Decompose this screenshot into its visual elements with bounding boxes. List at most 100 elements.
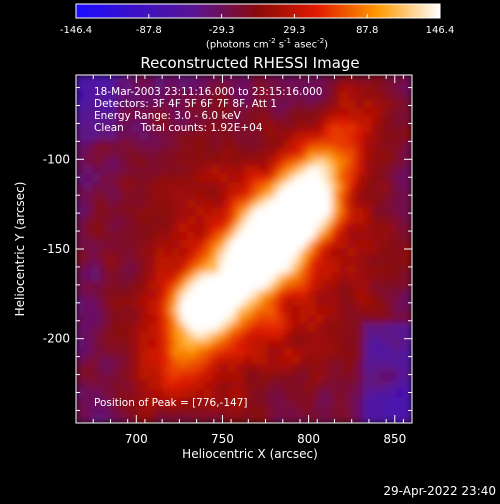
heatmap-cell (195, 91, 205, 101)
heatmap-cell (171, 331, 181, 341)
heatmap-cell (139, 289, 149, 300)
heatmap-cell (331, 389, 341, 399)
heatmap-cell (283, 149, 293, 159)
heatmap-cell (291, 75, 301, 84)
heatmap-cell (243, 190, 253, 200)
heatmap-cell (123, 314, 133, 325)
heatmap-cell (387, 405, 397, 416)
x-tick-label: 800 (297, 432, 320, 446)
heatmap-cell (275, 182, 285, 192)
heatmap-cell (235, 99, 245, 109)
heatmap-cell (171, 306, 181, 316)
heatmap-cell (99, 223, 109, 234)
heatmap-cell (347, 91, 357, 101)
heatmap-cell (115, 405, 125, 416)
heatmap-cell (347, 347, 357, 358)
heatmap-cell (347, 265, 357, 275)
heatmap-cell (139, 281, 149, 292)
heatmap-cell (76, 372, 85, 383)
heatmap-cell (83, 397, 93, 408)
heatmap-cell (251, 306, 261, 316)
heatmap-cell (331, 173, 341, 184)
heatmap-cell (267, 331, 277, 341)
heatmap-cell (379, 140, 389, 151)
heatmap-cell (291, 91, 301, 101)
heatmap-cell (267, 99, 277, 109)
heatmap-cell (339, 323, 349, 333)
heatmap-cell (76, 207, 85, 217)
heatmap-cell (243, 381, 253, 391)
heatmap-cell (163, 289, 173, 300)
heatmap-cell (76, 132, 85, 142)
heatmap-cell (331, 182, 341, 192)
heatmap-cell (371, 215, 381, 225)
heatmap-cell (243, 356, 253, 366)
heatmap-cell (307, 91, 317, 101)
heatmap-cell (379, 298, 389, 308)
heatmap-cell (347, 372, 357, 383)
heatmap-cell (83, 298, 93, 308)
heatmap-cell (115, 323, 125, 333)
heatmap-cell (315, 397, 325, 408)
heatmap-cell (227, 207, 237, 217)
heatmap-cell (355, 240, 365, 250)
heatmap-cell (403, 240, 412, 250)
heatmap-cell (251, 190, 261, 200)
heatmap-cell (267, 323, 277, 333)
heatmap-cell (339, 364, 349, 374)
heatmap-cell (267, 215, 277, 225)
heatmap-cell (403, 323, 412, 333)
heatmap-cell (123, 115, 133, 126)
heatmap-cell (179, 414, 189, 423)
heatmap-cell (219, 314, 229, 325)
heatmap-cell (107, 397, 117, 408)
heatmap-cell (147, 182, 157, 192)
heatmap-cell (403, 91, 412, 101)
heatmap-cell (251, 298, 261, 308)
heatmap-cell (251, 248, 261, 258)
heatmap-cell (299, 381, 309, 391)
heatmap-cell (179, 240, 189, 250)
heatmap-cell (259, 314, 269, 325)
heatmap-cell (147, 331, 157, 341)
heatmap-cell (227, 389, 237, 399)
heatmap-cell (203, 347, 213, 358)
heatmap-cell (267, 124, 277, 134)
heatmap-cell (307, 140, 317, 151)
heatmap-cell (115, 132, 125, 142)
heatmap-cell (387, 91, 397, 101)
heatmap-cell (179, 190, 189, 200)
heatmap-cell (147, 165, 157, 176)
heatmap-cell (267, 91, 277, 101)
heatmap (76, 75, 412, 423)
heatmap-cell (115, 381, 125, 391)
heatmap-cell (195, 397, 205, 408)
heatmap-cell (379, 314, 389, 325)
heatmap-cell (395, 115, 405, 126)
heatmap-cell (283, 347, 293, 358)
heatmap-cell (147, 273, 157, 283)
heatmap-cell (203, 314, 213, 325)
heatmap-cell (91, 298, 101, 308)
heatmap-cell (203, 364, 213, 374)
heatmap-cell (187, 323, 197, 333)
heatmap-cell (355, 149, 365, 159)
heatmap-cell (315, 107, 325, 118)
info-line-detectors: Detectors: 3F 4F 5F 6F 7F 8F, Att 1 (94, 98, 278, 110)
heatmap-cell (307, 364, 317, 374)
heatmap-cell (379, 240, 389, 250)
heatmap-cell (227, 414, 237, 423)
heatmap-cell (187, 99, 197, 109)
heatmap-cell (171, 364, 181, 374)
heatmap-cell (99, 231, 109, 242)
heatmap-cell (195, 306, 205, 316)
heatmap-cell (179, 157, 189, 167)
heatmap-cell (227, 364, 237, 374)
heatmap-cell (347, 223, 357, 234)
heatmap-cell (107, 240, 117, 250)
heatmap-cell (99, 256, 109, 267)
heatmap-cell (379, 356, 389, 366)
heatmap-cell (163, 364, 173, 374)
heatmap-cell (131, 389, 141, 399)
heatmap-cell (187, 405, 197, 416)
